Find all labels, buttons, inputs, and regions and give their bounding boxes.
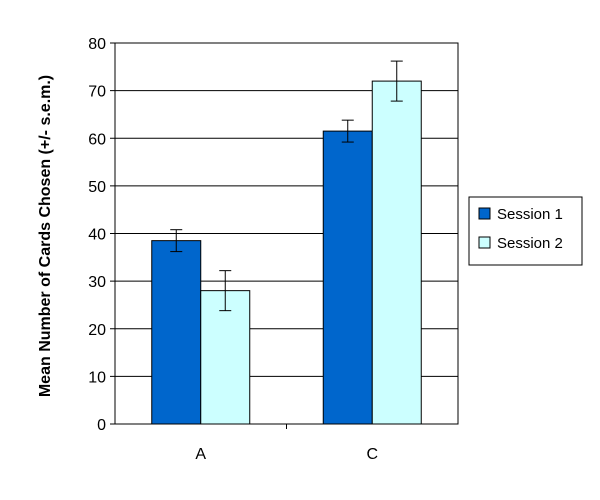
y-tick-label: 70 (88, 84, 106, 101)
legend-label-series-1: Session 1 (497, 206, 563, 223)
error-bars (170, 60, 403, 312)
x-category-label: C (366, 446, 378, 463)
tick-labels: 0 10 20 30 40 50 60 70 80 (88, 36, 106, 434)
y-tick-label: 0 (97, 417, 106, 434)
y-tick-label: 30 (88, 274, 106, 291)
y-tick-label: 20 (88, 322, 106, 339)
y-axis-title: Mean Number of Cards Chosen (+/- s.e.m.) (37, 75, 54, 397)
y-tick-label: 60 (88, 131, 106, 148)
y-tick-label: 40 (88, 227, 106, 244)
axes (110, 42, 459, 429)
y-tick-label: 80 (88, 36, 106, 53)
legend-swatch-series-2 (478, 236, 491, 249)
y-tick-label: 10 (88, 369, 106, 386)
bars (151, 80, 422, 425)
legend-box (468, 196, 583, 266)
legend: Session 1 Session 2 (468, 196, 583, 266)
bar-a-series-2 (200, 290, 251, 425)
y-tick-label: 50 (88, 179, 106, 196)
bar-a-series-1 (151, 240, 202, 425)
bar-c-series-2 (371, 80, 422, 425)
legend-swatch-series-1 (478, 207, 491, 220)
bar-c-series-1 (322, 130, 373, 425)
x-category-label: A (195, 446, 206, 463)
legend-label-series-2: Session 2 (497, 235, 563, 252)
